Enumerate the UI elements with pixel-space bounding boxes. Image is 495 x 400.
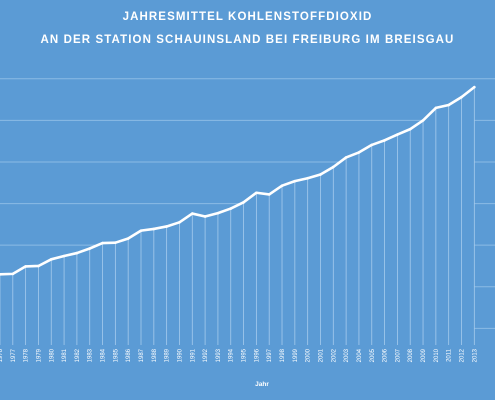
data-point-1981	[62, 254, 66, 258]
x-tick-label: 1981	[62, 348, 68, 362]
data-point-1991	[190, 212, 194, 215]
data-point-1994	[229, 207, 233, 210]
x-tick-label: 1996	[254, 348, 260, 362]
data-point-2005	[370, 143, 374, 147]
x-tick-label: 2013	[472, 348, 478, 362]
x-tick-label: 1993	[216, 348, 222, 362]
line-layer	[0, 85, 476, 276]
series-line	[0, 85, 476, 276]
data-point-1978	[24, 265, 27, 268]
data-point-1979	[37, 264, 40, 268]
data-point-1980	[49, 258, 53, 261]
x-tick-labels: 1976 1977 1978 1979 1980 1981 1982 1983 1984 1985…	[0, 348, 478, 362]
x-tick-label: 1980	[49, 348, 55, 362]
data-point-2012	[460, 95, 463, 99]
x-tick-label: 1999	[293, 348, 299, 362]
x-tick-label: 2001	[318, 348, 324, 362]
x-tick-label: 2008	[408, 348, 414, 362]
data-point-2013	[473, 85, 476, 89]
x-tick-label: 2011	[447, 348, 453, 362]
data-point-1989	[165, 225, 168, 228]
data-point-1999	[293, 179, 297, 183]
data-point-1983	[88, 247, 92, 250]
data-point-1976	[0, 272, 2, 276]
x-tick-label: 2009	[421, 348, 427, 362]
data-point-2010	[434, 106, 438, 110]
data-point-1997	[267, 193, 271, 196]
x-tick-label: 2004	[357, 348, 363, 362]
chart-title-line-2: AN DER STATION SCHAUINSLAND BEI FREIBURG…	[41, 34, 455, 46]
x-tick-label: 2000	[306, 348, 312, 362]
x-tick-label: 2002	[331, 348, 337, 362]
data-point-1984	[101, 241, 104, 245]
data-point-1990	[178, 220, 181, 224]
x-tick-label: 1986	[126, 348, 132, 362]
data-point-2002	[332, 165, 335, 169]
data-point-2003	[344, 156, 348, 159]
x-tick-label: 1988	[152, 348, 158, 362]
x-tick-label: 1979	[36, 348, 42, 362]
x-tick-label: 1987	[139, 348, 145, 362]
data-point-2009	[421, 119, 425, 122]
x-tick-label: 2012	[460, 348, 466, 362]
data-point-1985	[114, 241, 117, 244]
data-point-1998	[280, 184, 284, 187]
area-fill	[0, 87, 475, 345]
x-tick-label: 1992	[203, 348, 209, 362]
data-point-1982	[75, 251, 79, 255]
x-tick-label: 1990	[177, 348, 183, 362]
data-point-1996	[255, 191, 258, 195]
x-tick-label: 2005	[370, 348, 376, 362]
data-point-1987	[139, 229, 143, 232]
x-tick-label: 1989	[165, 348, 171, 362]
data-point-1986	[126, 237, 130, 240]
area-layer	[0, 87, 475, 345]
x-tick-label: 1985	[113, 348, 119, 362]
chart-title-line-1: JAHRESMITTEL KOHLENSTOFFDIOXID	[123, 11, 373, 23]
x-tick-label: 2003	[344, 348, 350, 362]
data-point-2007	[396, 133, 399, 136]
x-tick-label: 2010	[434, 348, 440, 362]
x-tick-label: 2007	[395, 348, 401, 362]
x-tick-label: 1984	[101, 348, 107, 362]
x-tick-label: 1982	[75, 348, 81, 362]
x-tick-label: 1976	[0, 348, 4, 362]
x-tick-label: 1991	[190, 348, 196, 362]
data-point-2008	[408, 127, 412, 131]
data-point-1992	[203, 215, 207, 218]
x-tick-label: 1977	[11, 348, 17, 362]
x-tick-label: 2006	[383, 348, 389, 362]
data-point-2004	[357, 151, 361, 154]
x-tick-label: 1994	[229, 348, 235, 362]
x-tick-label: 1978	[24, 348, 30, 362]
x-tick-label: 1998	[280, 348, 286, 362]
x-tick-label: 1983	[88, 348, 94, 362]
data-point-1977	[11, 272, 15, 276]
data-point-2006	[383, 139, 386, 142]
drop-lines	[0, 87, 475, 345]
x-tick-label: 1997	[267, 348, 273, 362]
data-point-1988	[152, 227, 156, 231]
data-point-2000	[306, 176, 309, 180]
data-point-2011	[447, 103, 450, 107]
data-point-1993	[216, 211, 220, 215]
data-point-1995	[242, 201, 245, 204]
x-tick-label: 1995	[242, 348, 248, 362]
data-point-2001	[319, 173, 322, 176]
x-axis-label: Jahr	[255, 381, 269, 388]
